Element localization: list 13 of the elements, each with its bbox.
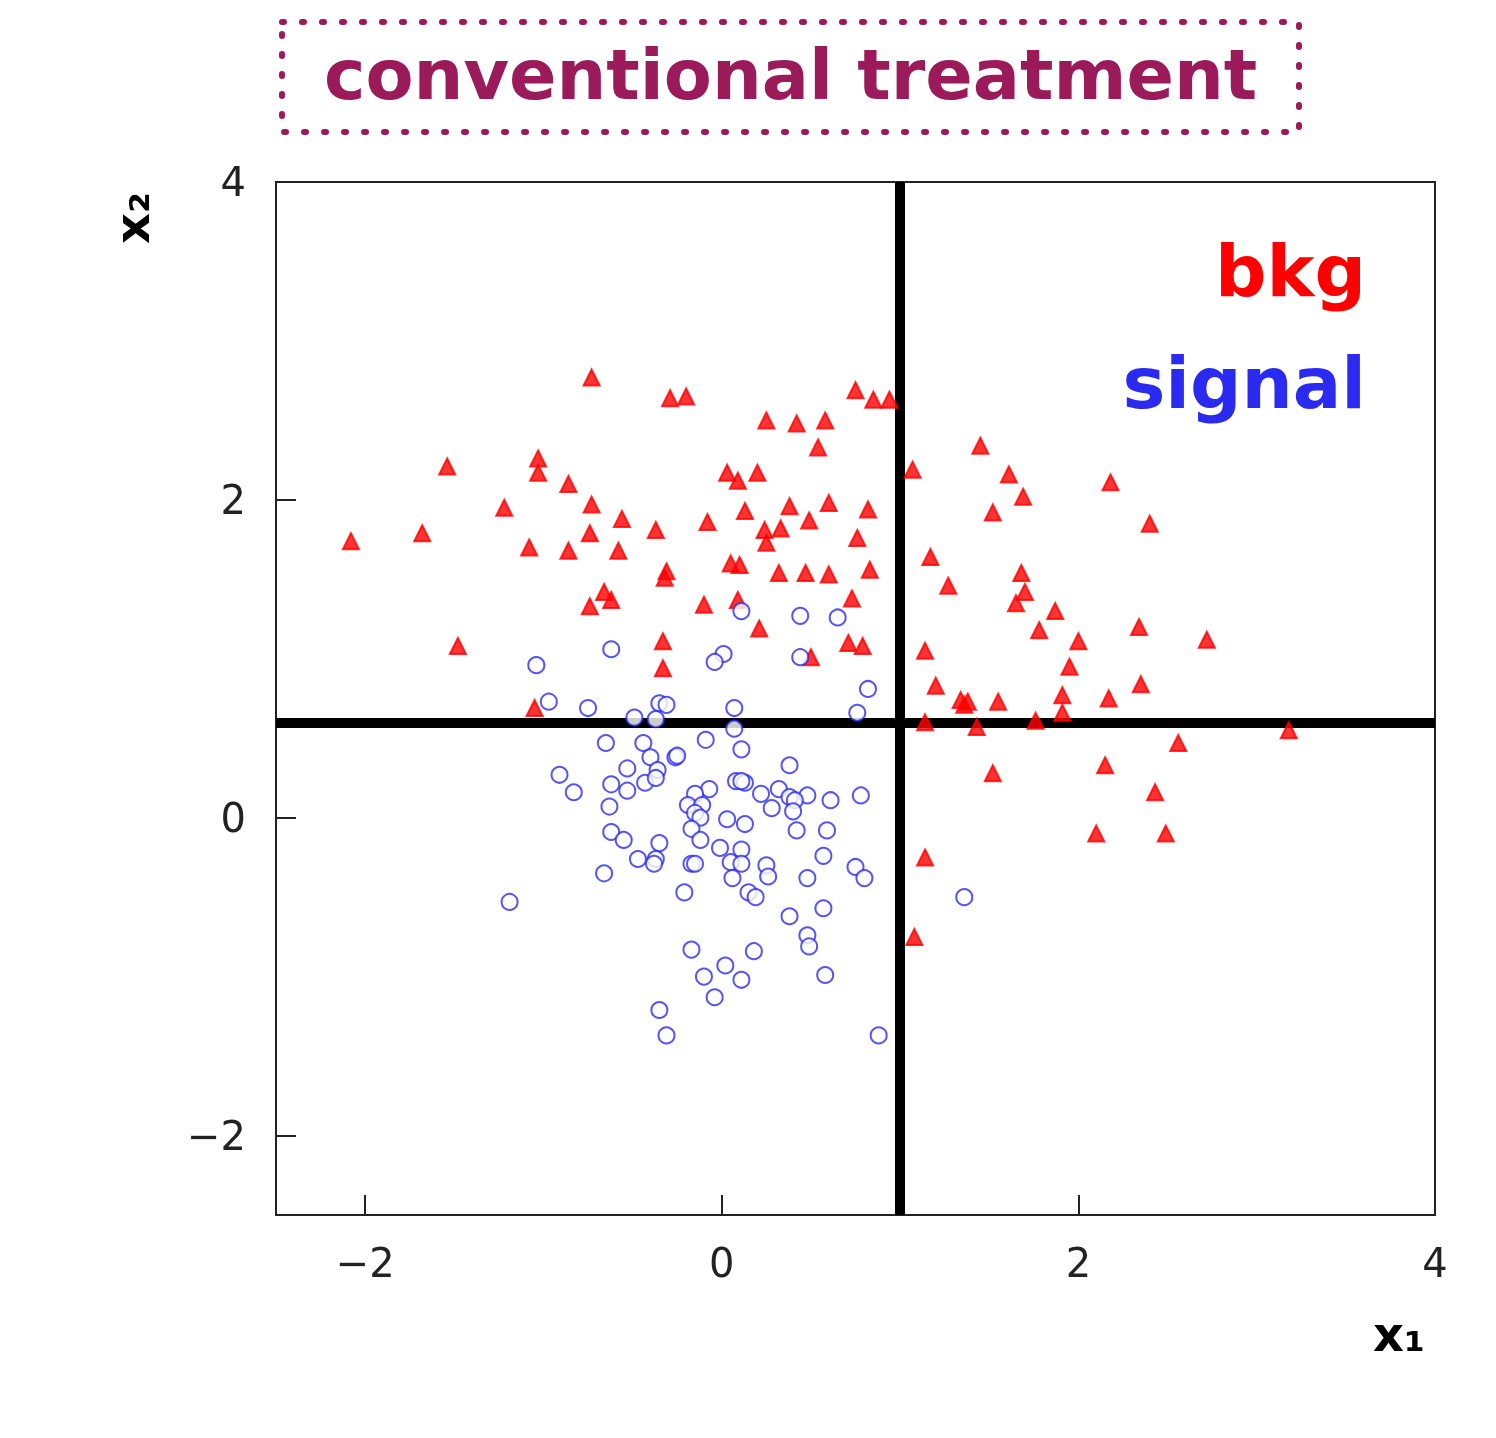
x-tick-label: 2 [1065, 1240, 1092, 1286]
x-tick-label: −2 [335, 1240, 395, 1286]
y-tick-label: −2 [187, 1112, 246, 1159]
y-axis-title: x₂ [104, 192, 160, 244]
chart-title: conventional treatment [324, 34, 1258, 116]
x-tick-label: 0 [709, 1240, 735, 1286]
x-tick-label: 4 [1422, 1240, 1448, 1286]
text: bkg [1215, 229, 1366, 313]
x-axis-title: x₁ [1373, 1306, 1425, 1362]
y-tick-label: 0 [220, 794, 246, 841]
text: signal [1122, 341, 1366, 425]
y-tick-label: 4 [220, 159, 246, 205]
y-tick-label: 2 [220, 476, 246, 523]
